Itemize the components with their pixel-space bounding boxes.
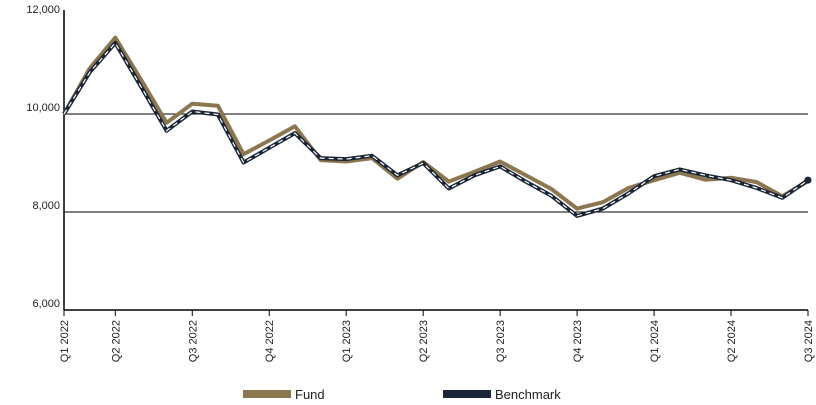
y-tick-label: 8,000	[32, 200, 60, 212]
x-tick-label: Q2 2022	[110, 320, 122, 362]
legend-swatch	[243, 390, 291, 398]
series-line-benchmark-base	[62, 40, 810, 218]
series-line-benchmark-dash	[63, 41, 809, 217]
x-tick-label: Q1 2023	[341, 320, 353, 362]
x-tick-label: Q3 2023	[495, 320, 507, 362]
x-tick-label: Q3 2022	[187, 320, 199, 362]
x-tick-label: Q2 2024	[726, 320, 738, 362]
y-axis: 6,000 8,000 10,000 12,000	[26, 4, 65, 310]
x-tick-label: Q4 2023	[572, 320, 584, 362]
series-end-marker	[804, 176, 812, 184]
legend-label: Fund	[295, 387, 325, 402]
x-tick-label: Q1 2024	[649, 320, 661, 362]
x-axis: Q1 2022 Q2 2022 Q3 2022 Q4 2022 Q1 2023 Q2 20…	[59, 309, 815, 362]
series-lines	[62, 35, 812, 218]
legend-swatch	[443, 390, 491, 398]
x-tick-label: Q2 2023	[418, 320, 430, 362]
x-tick-label: Q4 2022	[264, 320, 276, 362]
legend: Fund Benchmark	[243, 387, 561, 402]
x-tick-label: Q1 2022	[59, 320, 71, 362]
legend-label: Benchmark	[495, 387, 561, 402]
series-line-fund	[62, 35, 810, 211]
y-tick-label: 6,000	[32, 298, 60, 310]
x-tick-label: Q3 2024	[803, 320, 815, 362]
y-tick-label: 12,000	[26, 4, 60, 16]
y-tick-label: 10,000	[26, 102, 60, 114]
gridlines	[64, 113, 808, 213]
